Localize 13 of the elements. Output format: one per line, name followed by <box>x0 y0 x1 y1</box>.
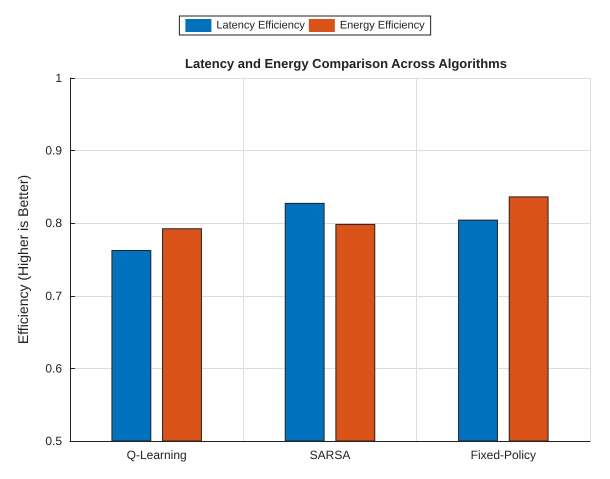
x-tick-label: Q-Learning <box>126 448 187 462</box>
y-tick-label: 0.9 <box>45 144 62 158</box>
y-tick-label: 0.8 <box>45 216 62 230</box>
legend-label: Latency Efficiency <box>216 20 306 32</box>
y-tick-label: 0.5 <box>45 434 62 448</box>
legend-label: Energy Efficiency <box>340 20 426 32</box>
chart-title: Latency and Energy Comparison Across Algorithms <box>185 56 507 71</box>
y-axis-title: Efficiency (Higher is Better) <box>15 174 31 344</box>
y-tick-label: 0.7 <box>45 288 62 303</box>
x-tick-label: Fixed-Policy <box>470 448 536 462</box>
y-tick-label: 0.6 <box>45 361 62 376</box>
y-tick-label: 1 <box>55 71 62 85</box>
x-tick-label: SARSA <box>310 448 350 462</box>
